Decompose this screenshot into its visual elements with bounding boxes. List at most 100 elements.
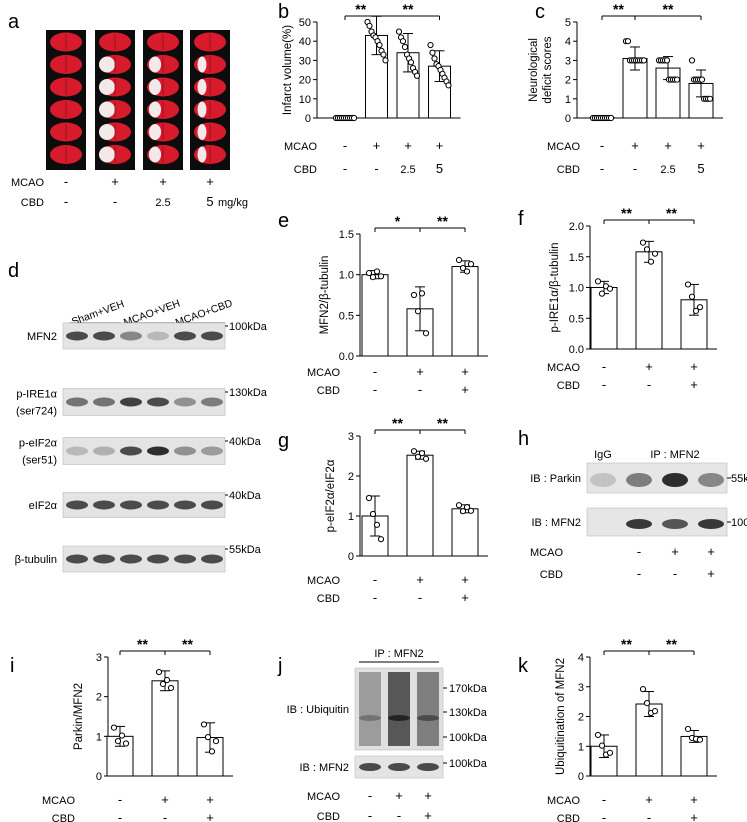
cbd-sign: + xyxy=(424,808,432,822)
cbd-sign: - xyxy=(673,566,677,581)
mcao-sign: - xyxy=(637,544,641,559)
data-point xyxy=(429,49,436,56)
data-point xyxy=(155,668,163,676)
mcao-label: MCAO xyxy=(307,575,340,587)
blot-band xyxy=(93,397,115,407)
data-point xyxy=(422,330,430,337)
mcao-sign: - xyxy=(373,572,377,587)
blot-label: IB : MFN2 xyxy=(299,762,349,774)
significance-label: ** xyxy=(613,1,624,17)
cbd-sign: 5 xyxy=(206,194,213,209)
data-point xyxy=(684,725,692,733)
blot-band xyxy=(93,446,115,456)
blot-label: eIF2α xyxy=(29,500,58,512)
infarct-area xyxy=(99,79,115,95)
blot-band xyxy=(93,331,115,341)
mcao-sign: + xyxy=(111,174,119,189)
data-point xyxy=(594,731,602,739)
data-point xyxy=(365,494,373,502)
bar xyxy=(590,745,618,777)
mcao-label: MCAO xyxy=(284,141,317,153)
mcao-sign: - xyxy=(600,138,604,153)
blot-label: MFN2 xyxy=(27,331,57,343)
data-point xyxy=(696,304,704,311)
cbd-sign: 2.5 xyxy=(155,197,170,209)
infarct-area xyxy=(99,146,115,163)
significance-label: ** xyxy=(355,1,366,17)
chart-g: 0 1 2 3 p-eIF2α/eIF2α ** ** MCAO CBD - + + - - + xyxy=(307,415,488,605)
cbd-sign: 2.5 xyxy=(660,164,675,176)
data-point xyxy=(407,59,415,66)
cbd-sign: + xyxy=(461,590,469,605)
data-point xyxy=(365,269,373,277)
ubiquitin-smear xyxy=(388,672,410,746)
data-point xyxy=(639,239,647,246)
mcao-sign: + xyxy=(664,138,672,153)
data-point xyxy=(463,504,471,511)
bar xyxy=(451,508,479,557)
cbd-sign: - xyxy=(418,382,422,397)
blot-band xyxy=(66,397,88,407)
y-tick-label: 0.5 xyxy=(569,313,584,325)
mcao-sign: + xyxy=(395,788,403,803)
cbd-sign: - xyxy=(418,590,422,605)
blot-band xyxy=(698,519,724,529)
cbd-label: CBD xyxy=(21,197,44,209)
cbd-sign: - xyxy=(343,161,347,176)
y-tick-label: 0 xyxy=(565,113,571,125)
data-point xyxy=(688,293,696,300)
data-point xyxy=(114,737,122,745)
marker-label: 130kDa xyxy=(229,387,268,399)
panel-letter-h: h xyxy=(518,428,529,450)
cbd-label: CBD xyxy=(294,164,317,176)
data-point xyxy=(427,41,434,49)
mcao-sign: + xyxy=(373,138,381,153)
mcao-sign: + xyxy=(416,572,424,587)
data-point xyxy=(455,502,463,509)
blot-band xyxy=(388,763,410,771)
blot-band xyxy=(120,554,142,564)
ubiquitin-smear xyxy=(359,672,381,746)
bar xyxy=(451,266,479,357)
cbd-sign: 5 xyxy=(697,161,704,176)
blot-band xyxy=(120,446,142,456)
data-point xyxy=(598,290,606,297)
blot-label: IB : Parkin xyxy=(530,473,581,485)
panel-h-coip: IgG IP : MFN2 IB : Parkin 55kDa IB : MFN2 100… xyxy=(530,449,747,581)
y-tick-label: 0.0 xyxy=(569,344,584,356)
chart-b: 0 10 20 30 40 50 Infarct volume(%) ** ** MCAO CBD -… xyxy=(282,1,461,176)
panel-letter-d: d xyxy=(8,260,19,282)
panel-letter-j: j xyxy=(277,655,282,677)
significance-label: ** xyxy=(137,636,148,652)
y-axis-label: Parkin/MFN2 xyxy=(73,683,85,750)
mcao-sign: - xyxy=(343,138,347,153)
blot-strip xyxy=(62,545,226,573)
data-point xyxy=(692,307,700,314)
blot-band xyxy=(66,446,88,456)
bar xyxy=(406,454,434,557)
cbd-sign: 2.5 xyxy=(400,164,415,176)
data-point xyxy=(698,76,706,83)
data-point xyxy=(377,273,385,280)
mcao-sign: + xyxy=(416,364,424,379)
data-point xyxy=(376,41,383,49)
data-point xyxy=(163,676,171,684)
blot-band xyxy=(201,397,223,407)
infarct-area xyxy=(197,79,207,95)
mcao-sign: + xyxy=(645,792,653,807)
data-point xyxy=(688,57,696,64)
blot-band xyxy=(66,331,88,341)
cbd-label: CBD xyxy=(317,385,340,397)
y-tick-label: 2 xyxy=(565,75,571,87)
mcao-sign: + xyxy=(671,544,679,559)
mcao-sign: + xyxy=(690,792,698,807)
y-axis-label: p-IRE1α/β-tubulin xyxy=(549,243,561,333)
mcao-sign: + xyxy=(159,174,167,189)
cbd-label: CBD xyxy=(557,164,580,176)
bar xyxy=(635,251,663,350)
bar xyxy=(590,287,618,350)
y-tick-label: 3 xyxy=(565,55,571,67)
data-point xyxy=(377,536,385,543)
data-point xyxy=(643,246,651,253)
cbd-sign: - xyxy=(397,808,401,822)
